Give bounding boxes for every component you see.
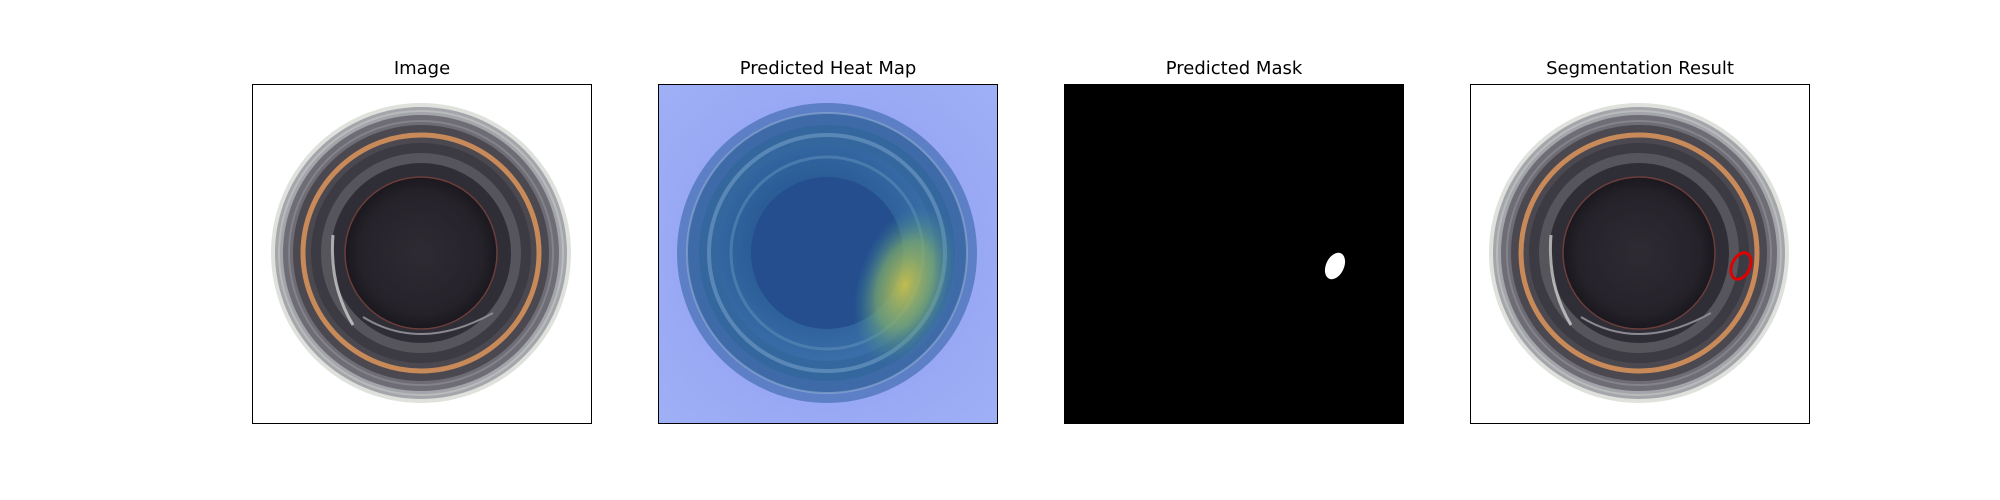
panel-title: Image bbox=[393, 58, 451, 79]
mask-image bbox=[1065, 85, 1403, 423]
heatmap-frame bbox=[658, 84, 998, 424]
panel-segmentation: Segmentation Result bbox=[1470, 0, 1810, 500]
segmentation-frame bbox=[1470, 84, 1810, 424]
panel-mask: Predicted Mask bbox=[1064, 0, 1404, 500]
panel-image: Image bbox=[252, 0, 592, 500]
panel-title: Segmentation Result bbox=[1546, 58, 1734, 79]
segmentation-image bbox=[1471, 85, 1809, 423]
segmentation-outline bbox=[1729, 251, 1753, 281]
mask-blob bbox=[1324, 252, 1346, 280]
panel-heatmap: Predicted Heat Map bbox=[658, 0, 998, 500]
image-frame bbox=[252, 84, 592, 424]
mask-frame bbox=[1064, 84, 1404, 424]
bottle-image bbox=[253, 85, 591, 423]
heatmap-image bbox=[659, 85, 997, 423]
panel-title: Predicted Heat Map bbox=[739, 58, 917, 79]
panel-title: Predicted Mask bbox=[1165, 58, 1303, 79]
